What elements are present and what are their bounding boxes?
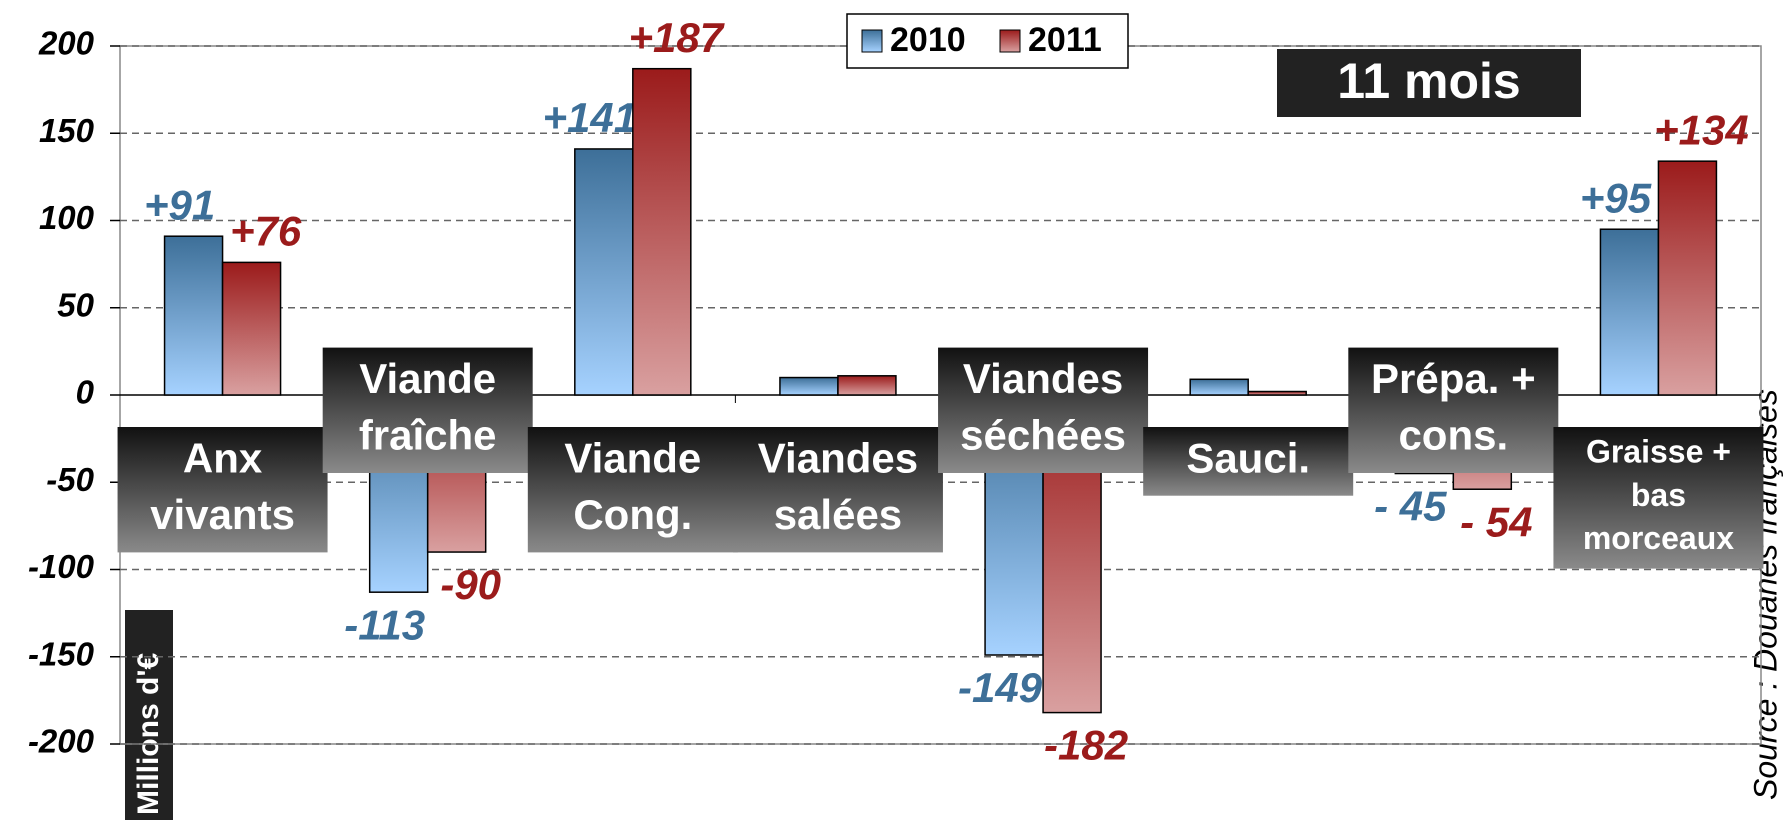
category-box [1143, 427, 1354, 496]
value-label: - 45 [1374, 483, 1447, 530]
value-label: +76 [230, 207, 302, 254]
value-label: -90 [440, 561, 501, 608]
bar [632, 67, 692, 396]
y-tick-label: -100 [28, 548, 95, 585]
category-box [527, 427, 738, 553]
value-label: +91 [144, 181, 215, 228]
legend-box [846, 13, 1129, 69]
legend-label: 2010 [890, 21, 966, 59]
category-box [732, 427, 943, 553]
legend-swatch [861, 29, 883, 53]
bar [837, 375, 897, 396]
x-tick-label: Viandes salées [758, 434, 918, 538]
x-tick-label: Prépa. + cons. [1371, 355, 1536, 459]
value-label: +187 [629, 14, 725, 61]
y-tick-label: 200 [38, 25, 95, 62]
category-box [117, 427, 328, 553]
x-tick-label: Sauci. [1186, 434, 1310, 481]
bar [1189, 378, 1249, 396]
bar [779, 376, 839, 396]
y-label-box [125, 610, 173, 820]
legend-swatch [999, 29, 1021, 53]
value-label: -149 [958, 664, 1043, 711]
x-tick-label: Viande fraîche [359, 355, 497, 459]
bar [221, 261, 282, 396]
y-tick-label: -50 [46, 461, 94, 498]
y-axis-label: Millions d'€ [132, 653, 165, 815]
category-box [322, 347, 533, 473]
x-tick-label: Viandes séchées [960, 355, 1126, 459]
x-tick-label: Graisse + bas morceaux [1583, 434, 1734, 556]
value-label: -113 [344, 601, 425, 648]
category-box [938, 347, 1149, 473]
bar [1657, 160, 1718, 396]
y-tick-label: 50 [57, 286, 94, 323]
y-tick-label: -150 [28, 635, 95, 672]
category-box [1553, 427, 1764, 569]
y-tick-label: 150 [39, 112, 95, 149]
annotation: 11 mois [1337, 53, 1520, 109]
y-tick-label: 100 [39, 199, 95, 236]
x-tick-label: Anx vivants [150, 434, 295, 538]
bar [1247, 390, 1307, 396]
x-tick-label: Viande Cong. [564, 434, 701, 538]
value-label: +141 [543, 94, 638, 141]
category-box [1348, 347, 1559, 473]
value-label: +95 [1580, 174, 1652, 221]
bar [163, 235, 224, 396]
bar [1599, 228, 1660, 396]
annotation-box [1277, 49, 1581, 117]
value-label: - 54 [1460, 498, 1532, 545]
legend-label: 2011 [1028, 21, 1102, 59]
y-tick-label: -200 [28, 723, 95, 760]
value-label: +134 [1654, 106, 1749, 153]
y-tick-label: 0 [76, 374, 95, 411]
value-label: -182 [1044, 722, 1128, 769]
bar [574, 148, 634, 396]
